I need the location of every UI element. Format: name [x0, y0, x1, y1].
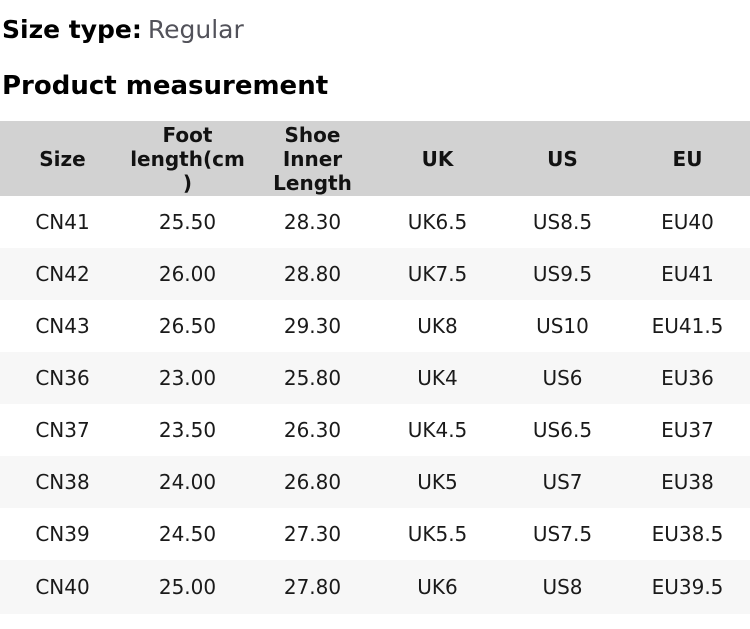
table-cell: UK5: [417, 470, 458, 494]
table-cell: 26.50: [158, 314, 217, 338]
table-cell: CN36: [35, 366, 90, 390]
table-cell: 23.00: [158, 366, 217, 390]
table-row: CN40 25.00 27.80 UK6 US8 EU39.5: [0, 560, 750, 614]
size-type-value: Regular: [147, 15, 244, 44]
header-cell-5: EU: [625, 121, 750, 196]
table-cell: 25.00: [158, 575, 217, 599]
table-cell: UK4: [417, 366, 458, 390]
size-type-line: Size type: Regular: [2, 15, 750, 45]
table-cell: CN39: [35, 522, 90, 546]
table-cell: UK6: [417, 575, 458, 599]
header-cell-0: Size: [0, 121, 125, 196]
table-cell: US7.5: [532, 522, 593, 546]
table-cell: CN43: [35, 314, 90, 338]
table-cell: US8.5: [532, 210, 593, 234]
table-row: CN37 23.50 26.30 UK4.5 US6.5 EU37: [0, 404, 750, 456]
table-cell: 25.50: [158, 210, 217, 234]
table-cell: EU38.5: [651, 522, 724, 546]
table-cell: UK8: [417, 314, 458, 338]
table-cell: US10: [536, 314, 589, 338]
table-cell: EU38: [661, 470, 714, 494]
table-cell: CN40: [35, 575, 90, 599]
table-cell: 29.30: [283, 314, 342, 338]
table-cell: US7: [542, 470, 583, 494]
table-row: CN41 25.50 28.30 UK6.5 US8.5 EU40: [0, 196, 750, 248]
table-cell: UK4.5: [407, 418, 468, 442]
table-cell: 27.30: [283, 522, 342, 546]
table-cell: CN37: [35, 418, 90, 442]
size-chart-header: Size Foot length(cm ) Shoe Inner Length UK U…: [0, 121, 750, 196]
table-cell: 24.00: [158, 470, 217, 494]
table-cell: US6.5: [532, 418, 593, 442]
table-row: CN39 24.50 27.30 UK5.5 US7.5 EU38.5: [0, 508, 750, 560]
table-cell: 28.30: [283, 210, 342, 234]
header-row: Size Foot length(cm ) Shoe Inner Length UK U…: [0, 121, 750, 196]
header-cell-2: Shoe Inner Length: [250, 121, 375, 196]
table-cell: 24.50: [158, 522, 217, 546]
table-cell: 26.00: [158, 262, 217, 286]
table-cell: 25.80: [283, 366, 342, 390]
table-cell: EU40: [661, 210, 714, 234]
table-row: CN36 23.00 25.80 UK4 US6 EU36: [0, 352, 750, 404]
table-row: CN43 26.50 29.30 UK8 US10 EU41.5: [0, 300, 750, 352]
size-chart-body: CN41 25.50 28.30 UK6.5 US8.5 EU40 CN42 26.00 28.…: [0, 196, 750, 614]
table-cell: US6: [542, 366, 583, 390]
table-cell: US8: [542, 575, 583, 599]
table-cell: UK7.5: [407, 262, 468, 286]
table-cell: CN41: [35, 210, 90, 234]
header-cell-3: UK: [375, 121, 500, 196]
table-cell: EU37: [661, 418, 714, 442]
table-cell: EU39.5: [651, 575, 724, 599]
table-cell: 27.80: [283, 575, 342, 599]
table-cell: EU41.5: [651, 314, 724, 338]
table-cell: CN38: [35, 470, 90, 494]
table-cell: US9.5: [532, 262, 593, 286]
table-cell: UK5.5: [407, 522, 468, 546]
table-cell: EU36: [661, 366, 714, 390]
table-cell: 23.50: [158, 418, 217, 442]
size-type-label: Size type:: [2, 15, 142, 44]
table-cell: 26.30: [283, 418, 342, 442]
table-cell: 26.80: [283, 470, 342, 494]
table-cell: 28.80: [283, 262, 342, 286]
product-measurement-title: Product measurement: [2, 71, 329, 101]
table-row: CN38 24.00 26.80 UK5 US7 EU38: [0, 456, 750, 508]
table-cell: UK6.5: [407, 210, 468, 234]
table-cell: EU41: [661, 262, 714, 286]
table-row: CN42 26.00 28.80 UK7.5 US9.5 EU41: [0, 248, 750, 300]
table-cell: CN42: [35, 262, 90, 286]
header-cell-4: US: [500, 121, 625, 196]
header-cell-1: Foot length(cm ): [125, 121, 250, 196]
size-chart-table: Size Foot length(cm ) Shoe Inner Length UK U…: [0, 121, 750, 614]
